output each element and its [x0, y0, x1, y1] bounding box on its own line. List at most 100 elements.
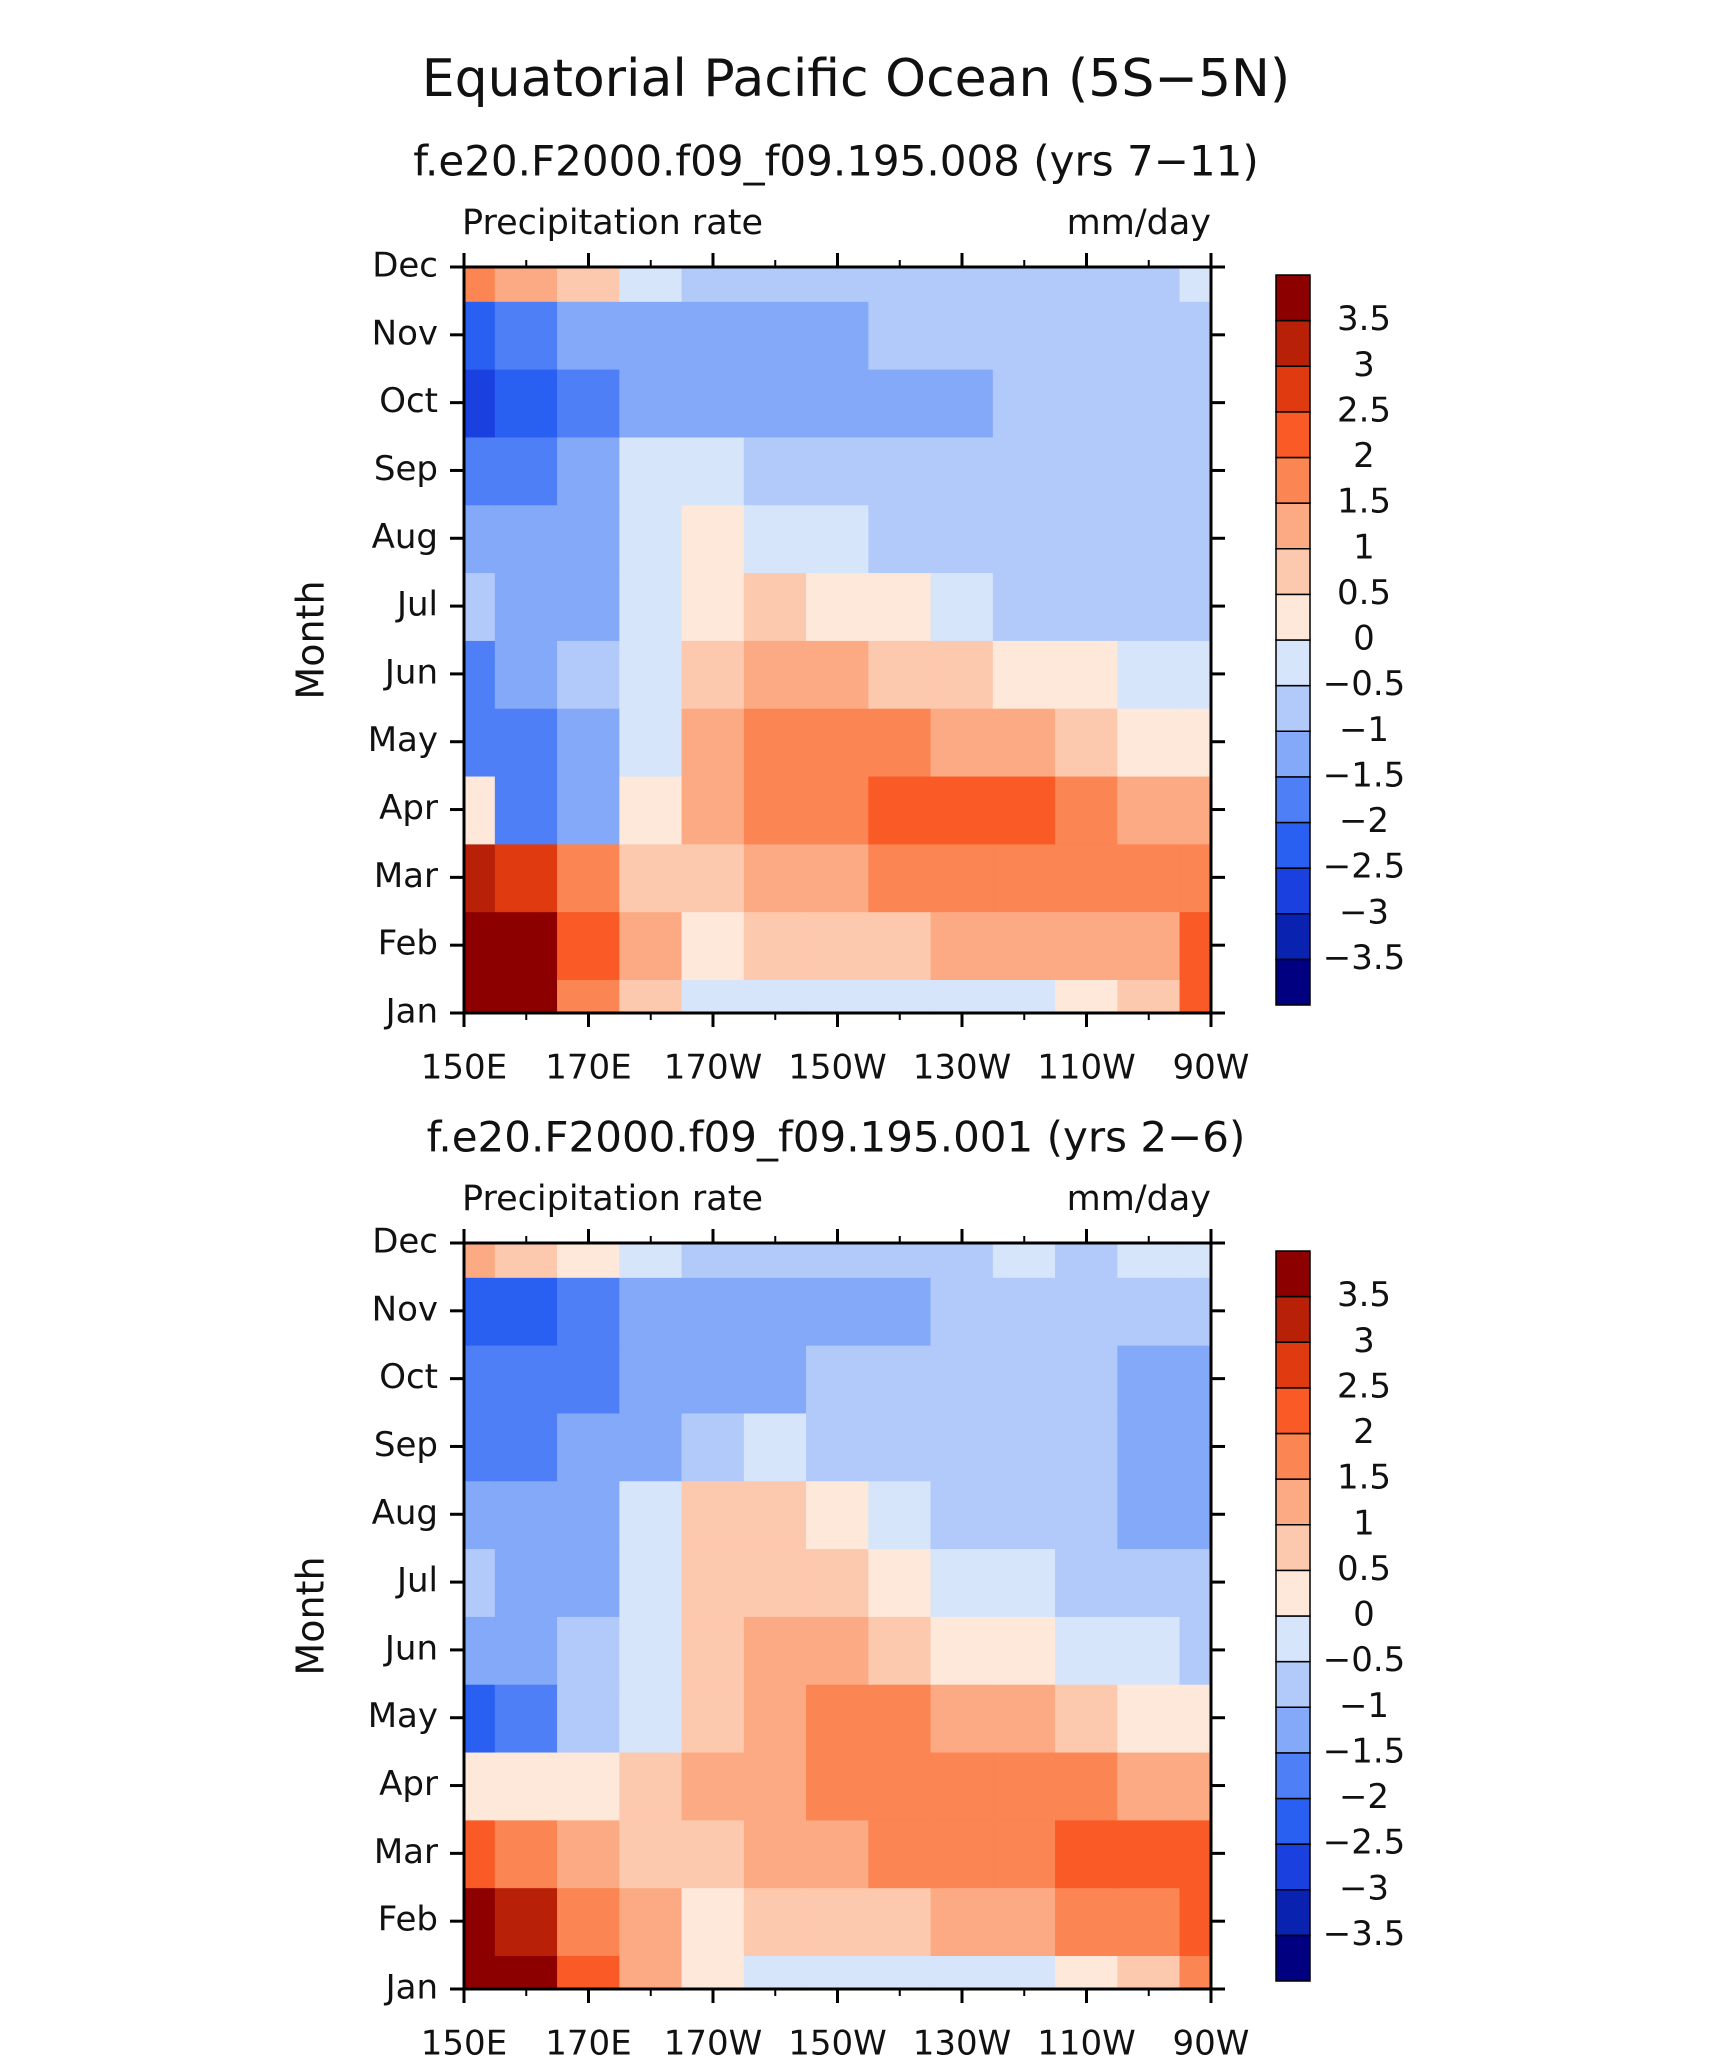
x-tick-label: 90W: [1173, 1048, 1250, 1088]
contour-cell: [557, 368, 621, 438]
contour-cell: [463, 1615, 497, 1685]
contour-cell: [806, 266, 870, 302]
contour-cell: [930, 1751, 995, 1821]
contour-cell: [930, 707, 995, 777]
colorbar-box: [1275, 548, 1311, 596]
contour-cell: [463, 1751, 497, 1821]
contour-cell: [557, 300, 621, 370]
colorbar-label: 2.5: [1337, 1366, 1391, 1406]
contour-cell: [463, 1480, 497, 1550]
contour-cell: [930, 1276, 995, 1346]
contour-cell: [992, 1751, 1057, 1821]
y-tick-label: Aug: [372, 517, 438, 557]
contour-cell: [619, 707, 683, 777]
y-axis-label: Month: [289, 1556, 333, 1675]
colorbar-label: −2.5: [1323, 1823, 1406, 1863]
contour-cell: [743, 1751, 808, 1821]
contour-cell: [494, 1412, 559, 1482]
contour-cell: [868, 775, 932, 845]
contour-cell: [681, 1276, 746, 1346]
contour-cell: [1055, 368, 1119, 438]
contour-cell: [494, 1547, 559, 1617]
contour-cell: [1055, 1954, 1119, 1990]
contour-cell: [494, 1954, 559, 1990]
colorbar-box: [1275, 1432, 1311, 1480]
contour-cell: [557, 1683, 621, 1753]
contour-cell: [868, 1683, 932, 1753]
contour-cell: [557, 1886, 621, 1956]
contour-cell: [806, 436, 870, 506]
contour-cell: [1179, 1412, 1212, 1482]
contour-cell: [494, 1276, 559, 1346]
contour-cell: [806, 1276, 870, 1346]
contour-cell: [743, 368, 808, 438]
colorbar-box: [1275, 1524, 1311, 1572]
contour-cell: [557, 639, 621, 709]
contour-cell: [806, 504, 870, 574]
contour-cell: [619, 775, 683, 845]
contour-cell: [681, 639, 746, 709]
y-tick-label: Oct: [379, 1357, 438, 1397]
y-tick-label: Feb: [378, 1900, 438, 1940]
contour-cell: [1055, 1480, 1119, 1550]
colorbar-box: [1275, 456, 1311, 504]
contour-cell: [868, 368, 932, 438]
colorbar-label: 0: [1353, 619, 1375, 659]
contour-cell: [494, 1751, 559, 1821]
colorbar-label: −1: [1339, 710, 1389, 750]
colorbar-box: [1275, 1706, 1311, 1754]
colorbar-label: −0.5: [1323, 664, 1406, 704]
contour-cell: [494, 1683, 559, 1753]
contour-cell: [930, 1344, 995, 1414]
contour-cell: [494, 775, 559, 845]
contour-cell: [1055, 1242, 1119, 1278]
colorbar-box: [1275, 913, 1311, 961]
contour-cell: [806, 639, 870, 709]
contour-cell: [1055, 1751, 1119, 1821]
contour-cell: [619, 266, 683, 302]
contour-cell: [463, 1242, 497, 1278]
contour-cell: [1179, 300, 1212, 370]
contour-cell: [463, 300, 497, 370]
contour-cell: [806, 775, 870, 845]
contour-cell: [619, 1615, 683, 1685]
colorbar-label: 3: [1353, 1321, 1375, 1361]
contour-cell: [557, 978, 621, 1014]
contour-cell: [1117, 368, 1181, 438]
contour-cell: [992, 1886, 1057, 1956]
contour-cell: [992, 1242, 1057, 1278]
contour-cell: [1117, 1412, 1181, 1482]
contour-cell: [681, 300, 746, 370]
contour-cell: [868, 1886, 932, 1956]
contour-cell: [868, 1242, 932, 1278]
contour-cell: [930, 571, 995, 641]
contour-cell: [930, 1819, 995, 1889]
contour-cell: [619, 571, 683, 641]
contour-cell: [806, 1480, 870, 1550]
contour-cell: [992, 436, 1057, 506]
colorbar-label: 0.5: [1337, 1549, 1391, 1589]
x-tick-label: 110W: [1037, 2024, 1136, 2060]
colorbar-box: [1275, 1660, 1311, 1708]
contour-cell: [1117, 843, 1181, 913]
colorbar-box: [1275, 821, 1311, 869]
colorbar-label: 3.5: [1337, 299, 1391, 339]
colorbar-label: 2: [1353, 436, 1375, 476]
contour-cell: [806, 1954, 870, 1990]
contour-cell: [868, 978, 932, 1014]
contour-cell: [1179, 1886, 1212, 1956]
contour-cell: [930, 1412, 995, 1482]
contour-cell: [681, 504, 746, 574]
contour-cell: [930, 436, 995, 506]
contour-cell: [1117, 1547, 1181, 1617]
colorbar-box: [1275, 365, 1311, 413]
contour-cell: [619, 1954, 683, 1990]
colorbar-label: 0.5: [1337, 573, 1391, 613]
contour-cell: [1117, 1242, 1181, 1278]
contour-cell: [743, 639, 808, 709]
contour-cell: [463, 978, 497, 1014]
contour-cell: [681, 1819, 746, 1889]
y-tick-label: Mar: [374, 1832, 438, 1872]
contour-cell: [868, 266, 932, 302]
contour-cell: [681, 1242, 746, 1278]
